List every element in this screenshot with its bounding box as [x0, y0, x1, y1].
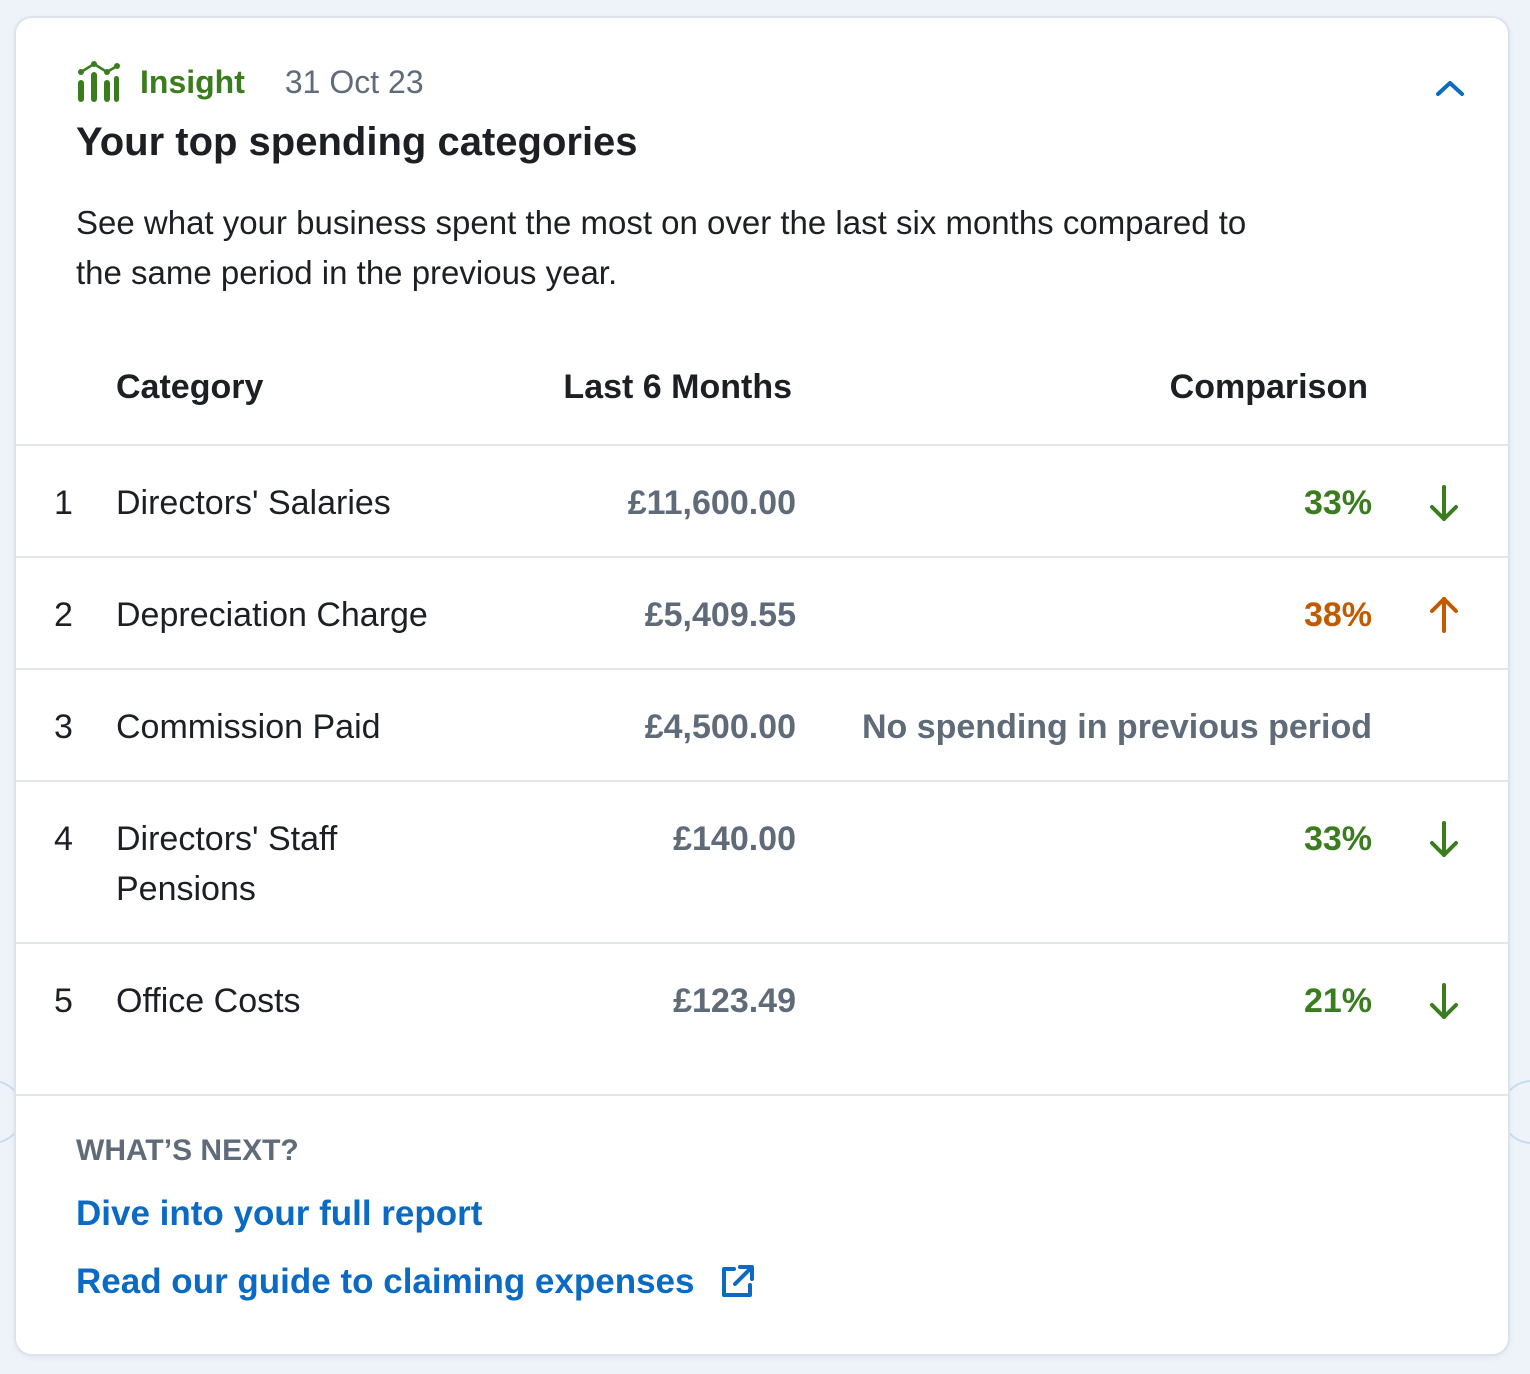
row-rank: 5 [54, 982, 73, 1020]
whats-next-section: WHAT’S NEXT? Dive into your full report … [16, 1094, 1508, 1354]
row-category: Commission Paid [116, 708, 381, 746]
expenses-guide-link-label: Read our guide to claiming expenses [76, 1262, 695, 1301]
arrow-up-icon [1430, 597, 1458, 633]
column-header-last-6-months: Last 6 Months [563, 368, 792, 406]
column-header-comparison: Comparison [1169, 368, 1368, 406]
column-header-category: Category [116, 368, 264, 406]
full-report-link[interactable]: Dive into your full report [76, 1194, 482, 1234]
insight-date: 31 Oct 23 [284, 63, 424, 100]
table-row: 3 Commission Paid £4,500.00 No spending … [16, 668, 1508, 780]
row-rank: 4 [54, 820, 73, 858]
chevron-up-icon [1436, 81, 1464, 96]
table-row: 1 Directors' Salaries £11,600.00 33% [16, 444, 1508, 556]
table-row: 4 Directors' Staff Pensions £140.00 33% [16, 780, 1508, 942]
row-rank: 1 [54, 484, 73, 522]
row-comparison: 38% [1303, 596, 1372, 634]
row-comparison: No spending in previous period [861, 708, 1372, 746]
row-comparison: 21% [1303, 982, 1372, 1020]
insight-card: Insight 31 Oct 23 Your top spending cate… [14, 16, 1510, 1356]
arrow-down-icon [1430, 485, 1458, 521]
full-report-link-label: Dive into your full report [76, 1194, 483, 1233]
row-amount: £5,409.55 [644, 596, 796, 634]
row-category: Depreciation Charge [116, 596, 428, 634]
arrow-down-icon [1430, 983, 1458, 1019]
row-comparison: 33% [1303, 820, 1372, 858]
bar-chart-icon [76, 60, 120, 104]
whats-next-heading: WHAT’S NEXT? [76, 1134, 299, 1167]
row-comparison: 33% [1303, 484, 1372, 522]
insight-description: See what your business spent the most on… [76, 204, 1247, 291]
insight-header: Insight 31 Oct 23 [76, 60, 424, 104]
insight-title: Your top spending categories [76, 120, 638, 164]
row-rank: 2 [54, 596, 73, 634]
row-category: Directors' Salaries [116, 484, 391, 522]
row-category: Office Costs [116, 982, 301, 1020]
arrow-down-icon [1430, 821, 1458, 857]
row-rank: 3 [54, 708, 73, 746]
row-amount: £11,600.00 [627, 484, 796, 522]
insight-label: Insight [140, 63, 245, 100]
row-category: Directors' Staff Pensions [116, 820, 338, 908]
row-amount: £4,500.00 [644, 708, 796, 746]
table-row: 5 Office Costs £123.49 21% [16, 942, 1508, 1094]
table-row: 2 Depreciation Charge £5,409.55 38% [16, 556, 1508, 668]
external-link-icon [722, 1265, 755, 1297]
row-amount: £140.00 [673, 820, 796, 858]
collapse-button[interactable] [1430, 68, 1470, 108]
row-amount: £123.49 [673, 982, 796, 1020]
expenses-guide-link[interactable]: Read our guide to claiming expenses [76, 1262, 756, 1302]
